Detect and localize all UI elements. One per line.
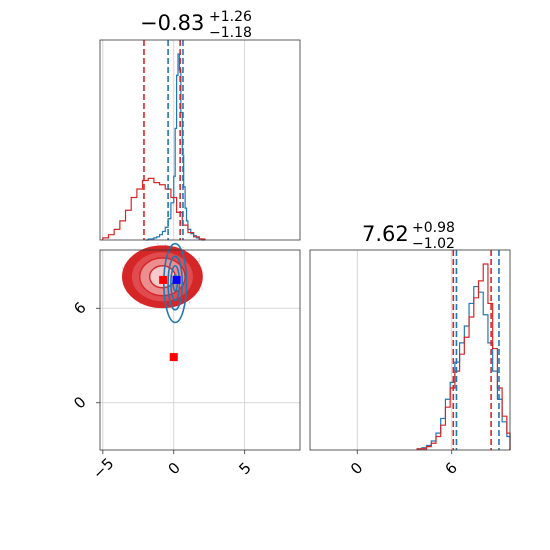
- hist-panel-1-title-value: −0.83: [140, 11, 204, 35]
- hist-panel-2-frame: [309, 249, 511, 451]
- hist-panel-1: −0.83 +1.26 −1.18: [99, 9, 301, 241]
- contour-panel-ytick-label: 6: [70, 299, 89, 318]
- hist-panel-2-xtick-label: 6: [441, 459, 460, 478]
- hist-panel-1-marks: [102, 40, 206, 241]
- contour-panel-marks: [121, 242, 204, 362]
- hist-panel-1-title-minus: −1.18: [209, 25, 252, 41]
- hist-panel-1-step-series-0: [145, 53, 205, 241]
- hist-panel-2-background: [310, 250, 510, 450]
- hist-panel-1-step-series-1: [102, 177, 206, 240]
- contour-panel-sample-point: [201, 288, 204, 290]
- contour-panel-ytick-label: 0: [70, 393, 89, 412]
- contour-panel-sample-point: [157, 243, 159, 245]
- contour-panel-sample-point: [182, 246, 184, 249]
- contour-panel-sample-point: [188, 301, 191, 304]
- hist-panel-2-grid: [356, 250, 453, 450]
- contour-panel-sample-point: [198, 258, 200, 260]
- contour-panel-sample-point: [122, 267, 124, 269]
- contour-panel-xtick-label: −5: [89, 454, 117, 482]
- hist-panel-2-title-minus: −1.02: [412, 236, 455, 252]
- hist-panel-2-title-value: 7.62: [362, 222, 409, 246]
- hist-panel-1-grid: [102, 40, 246, 240]
- contour-panel-marker-2: [172, 275, 181, 284]
- contour-panel: −5 0 5 0 6: [70, 242, 301, 483]
- contour-panel-marker-1: [169, 353, 178, 362]
- hist-panel-1-background: [100, 40, 300, 240]
- hist-panel-1-title-plus: +1.26: [209, 9, 252, 25]
- contour-panel-xtick-label: 5: [235, 459, 254, 478]
- contour-panel-sample-point: [164, 244, 167, 246]
- contour-panel-xtick-label: 0: [164, 459, 183, 478]
- hist-panel-2-xtick-label: 0: [347, 459, 366, 478]
- hist-panel-1-frame: [99, 39, 301, 241]
- hist-panel-2-title-plus: +0.98: [412, 220, 455, 236]
- contour-panel-marker-0: [159, 275, 168, 284]
- hist-panel-2-marks: [416, 250, 511, 450]
- contour-panel-blue-contour-level-2: [167, 255, 184, 311]
- contour-panel-sample-point: [198, 260, 201, 262]
- contour-panel-frame: [99, 249, 301, 451]
- hist-panel-2-step-series-1: [416, 263, 511, 450]
